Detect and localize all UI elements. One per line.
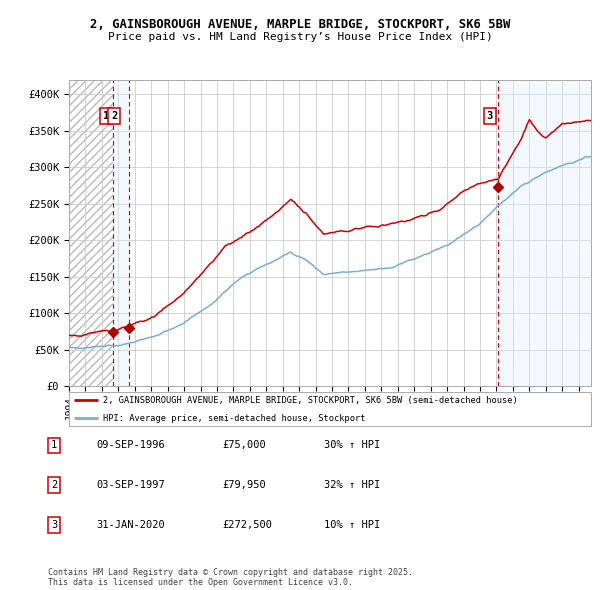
Bar	[498, 80, 591, 386]
Text: £79,950: £79,950	[222, 480, 266, 490]
Text: £75,000: £75,000	[222, 441, 266, 450]
Bar	[113, 80, 130, 386]
Text: 2: 2	[111, 111, 118, 121]
Text: 1: 1	[51, 441, 57, 450]
Text: 03-SEP-1997: 03-SEP-1997	[96, 480, 165, 490]
Text: 31-JAN-2020: 31-JAN-2020	[96, 520, 165, 530]
Text: 3: 3	[487, 111, 493, 121]
Text: 09-SEP-1996: 09-SEP-1996	[96, 441, 165, 450]
Text: 2: 2	[51, 480, 57, 490]
Bar	[69, 80, 113, 386]
Text: 10% ↑ HPI: 10% ↑ HPI	[324, 520, 380, 530]
Text: Contains HM Land Registry data © Crown copyright and database right 2025.
This d: Contains HM Land Registry data © Crown c…	[48, 568, 413, 587]
Text: 32% ↑ HPI: 32% ↑ HPI	[324, 480, 380, 490]
Text: 1: 1	[103, 111, 109, 121]
Text: HPI: Average price, semi-detached house, Stockport: HPI: Average price, semi-detached house,…	[103, 414, 365, 423]
Text: 2, GAINSBOROUGH AVENUE, MARPLE BRIDGE, STOCKPORT, SK6 5BW: 2, GAINSBOROUGH AVENUE, MARPLE BRIDGE, S…	[90, 18, 510, 31]
Text: 2, GAINSBOROUGH AVENUE, MARPLE BRIDGE, STOCKPORT, SK6 5BW (semi-detached house): 2, GAINSBOROUGH AVENUE, MARPLE BRIDGE, S…	[103, 396, 518, 405]
Text: £272,500: £272,500	[222, 520, 272, 530]
Text: 3: 3	[51, 520, 57, 530]
Bar	[69, 80, 113, 386]
Text: 30% ↑ HPI: 30% ↑ HPI	[324, 441, 380, 450]
Text: Price paid vs. HM Land Registry’s House Price Index (HPI): Price paid vs. HM Land Registry’s House …	[107, 32, 493, 42]
